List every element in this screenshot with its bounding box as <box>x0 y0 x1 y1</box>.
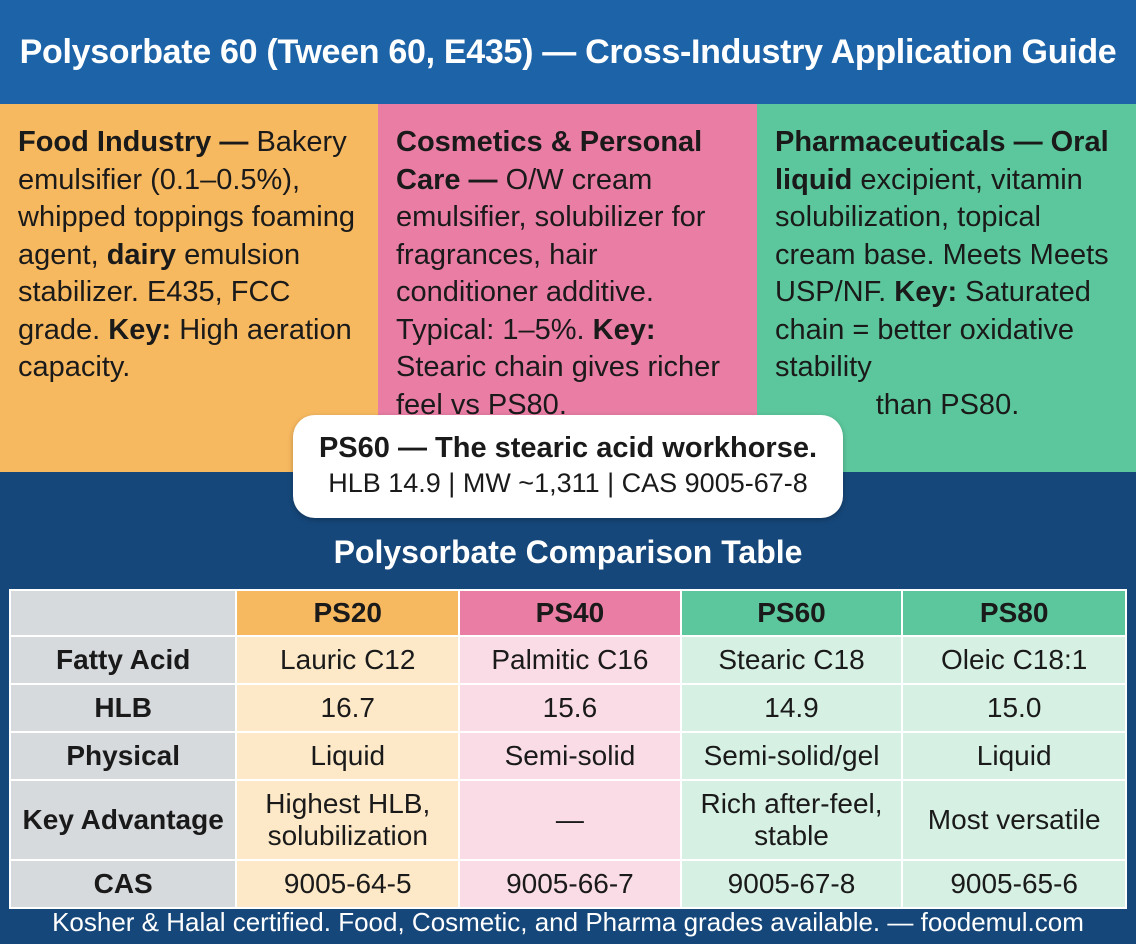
table-cell: Liquid <box>235 731 461 781</box>
header-corner <box>8 589 238 637</box>
food-text-2: emulsion stabilizer. E435, FCC grade. <box>18 238 301 346</box>
food-bold-dairy: dairy <box>106 238 177 271</box>
pharma-key-text: Saturated chain = better oxidative stabi… <box>775 276 1091 383</box>
row-label: Physical <box>8 731 238 781</box>
panel-cosmetics: Cosmetics & Personal Care — O/W cream em… <box>378 104 757 472</box>
table-row-hlb: HLB 16.7 15.6 14.9 15.0 <box>8 683 1127 733</box>
food-text-1: Bakery emulsifier (0.1–0.5%), whipped to… <box>18 126 355 271</box>
food-key-text: High aeration capacity. <box>18 313 352 384</box>
table-row-physical: Physical Liquid Semi-solid Semi-solid/ge… <box>8 731 1127 781</box>
cosmetics-heading: Cosmetics & Personal Care <box>396 126 703 196</box>
header-banner: Polysorbate 60 (Tween 60, E435) — Cross-… <box>0 0 1136 104</box>
table-cell: Highest HLB, solubilization <box>235 779 461 861</box>
cosmetics-dash: — <box>460 163 506 196</box>
cosmetics-key-text: Stearic chain gives richer feel vs PS80. <box>396 351 720 421</box>
pharma-key-tail: than PS80. <box>875 388 1020 421</box>
table-cell: 9005-64-5 <box>235 859 461 909</box>
callout-headline: PS60 — The stearic acid workhorse. <box>318 432 818 464</box>
table-cell: 15.6 <box>458 683 682 733</box>
pharma-key-label: Key: <box>894 276 958 308</box>
table-cell: 14.9 <box>679 683 904 733</box>
table-cell: Semi-solid <box>458 731 682 781</box>
table-cell: Most versatile <box>901 779 1127 861</box>
cosmetics-text: O/W cream emulsifier, solubilizer for fr… <box>396 163 706 346</box>
callout-specs: HLB 14.9 | MW ~1,311 | CAS 9005-67-8 <box>328 468 808 498</box>
table-row-fatty-acid: Fatty Acid Lauric C12 Palmitic C16 Stear… <box>8 635 1127 685</box>
row-label: HLB <box>8 683 238 733</box>
table-cell: 9005-65-6 <box>901 859 1127 909</box>
table-cell: Rich after-feel, stable <box>679 779 904 861</box>
table-cell: 16.7 <box>235 683 461 733</box>
table-row-key-advantage: Key Advantage Highest HLB, solubilizatio… <box>8 779 1127 861</box>
food-heading: Food Industry <box>18 126 212 158</box>
table-header-row: PS20 PS40 PS60 PS80 <box>8 589 1127 637</box>
table-cell: Lauric C12 <box>235 635 461 685</box>
food-dash: — <box>211 126 257 158</box>
row-label: CAS <box>8 859 238 909</box>
column-header-ps60: PS60 <box>679 589 904 637</box>
footer-note: Kosher & Halal certified. Food, Cosmetic… <box>52 907 1084 937</box>
cosmetics-key-label: Key: <box>592 313 656 346</box>
row-label: Fatty Acid <box>8 635 238 685</box>
column-header-ps80: PS80 <box>901 589 1127 637</box>
food-key-label: Key: <box>108 313 172 346</box>
industry-panels: Food Industry — Bakery emulsifier (0.1–0… <box>0 104 1136 472</box>
table-cell: 15.0 <box>901 683 1127 733</box>
panel-pharmaceuticals: Pharmaceuticals — Oral liquid excipient,… <box>757 104 1136 472</box>
table-cell: 9005-66-7 <box>458 859 682 909</box>
comparison-table: PS20 PS40 PS60 PS80 Fatty Acid Lauric C1… <box>8 589 1127 909</box>
ps60-callout: PS60 — The stearic acid workhorse. HLB 1… <box>293 415 843 518</box>
table-cell: Stearic C18 <box>679 635 904 685</box>
table-cell: Semi-solid/gel <box>679 731 904 781</box>
row-label: Key Advantage <box>8 779 238 861</box>
table-cell: Palmitic C16 <box>458 635 682 685</box>
table-cell: Liquid <box>901 731 1127 781</box>
table-cell: Oleic C18:1 <box>901 635 1127 685</box>
table-row-cas: CAS 9005-64-5 9005-66-7 9005-67-8 9005-6… <box>8 859 1127 909</box>
table-cell: 9005-67-8 <box>679 859 904 909</box>
table-title: Polysorbate Comparison Table <box>333 534 803 570</box>
page-title: Polysorbate 60 (Tween 60, E435) — Cross-… <box>19 32 1117 71</box>
pharma-heading: Pharmaceuticals — Oral liquid <box>775 126 1109 196</box>
panel-food-industry: Food Industry — Bakery emulsifier (0.1–0… <box>0 104 378 472</box>
pharma-text: excipient, vitamin solubilization, topic… <box>775 163 1109 309</box>
table-cell: — <box>458 779 682 861</box>
column-header-ps20: PS20 <box>235 589 461 637</box>
column-header-ps40: PS40 <box>458 589 682 637</box>
